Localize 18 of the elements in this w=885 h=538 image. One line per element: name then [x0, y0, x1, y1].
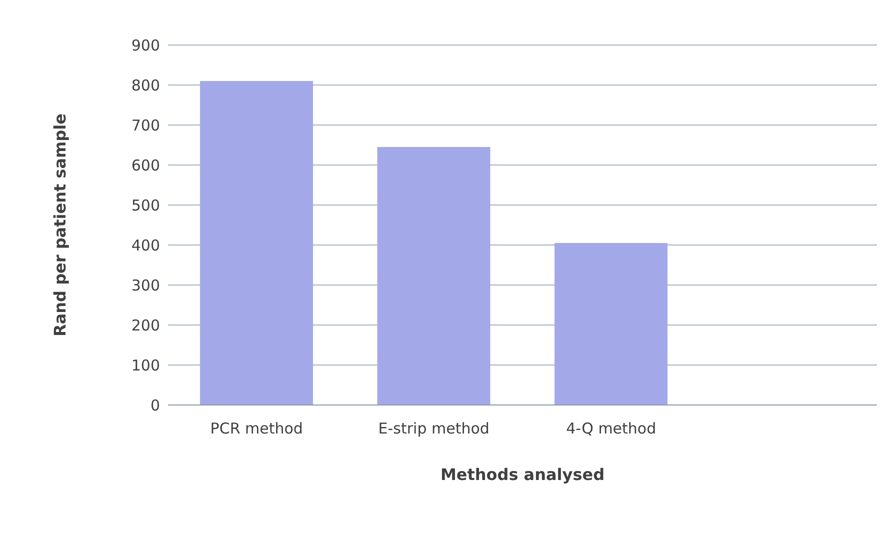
y-tick-label: 0 [150, 396, 160, 414]
y-tick-label: 400 [131, 236, 160, 254]
x-tick-label: 4-Q method [566, 420, 656, 438]
y-tick-label: 300 [131, 276, 160, 294]
y-tick-label: 900 [131, 36, 160, 54]
bar [200, 81, 313, 405]
x-axis-title: Methods analysed [440, 465, 605, 484]
y-tick-label: 600 [131, 156, 160, 174]
y-tick-label: 800 [131, 76, 160, 94]
bar [377, 147, 490, 405]
x-tick-label: E-strip method [378, 420, 490, 438]
bar [554, 243, 668, 405]
x-tick-label: PCR method [210, 420, 303, 438]
y-tick-label: 100 [131, 356, 160, 374]
y-tick-label: 700 [131, 116, 160, 134]
y-tick-label: 500 [131, 196, 160, 214]
y-tick-label: 200 [131, 316, 160, 334]
y-axis-title: Rand per patient sample [50, 113, 70, 336]
